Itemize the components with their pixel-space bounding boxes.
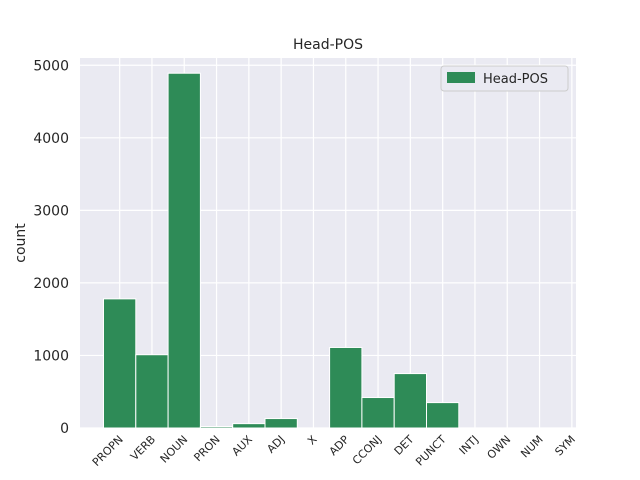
- x-tick-label: AUX: [229, 433, 255, 459]
- bar-cconj: [361, 397, 395, 429]
- bar-verb: [135, 354, 169, 429]
- x-tick-label: NOUN: [158, 433, 191, 466]
- y-tick-label: 2000: [33, 276, 69, 292]
- x-tick-label: PROPN: [90, 433, 126, 469]
- bar-pron: [199, 426, 234, 429]
- x-tick-label: ADP: [327, 433, 352, 458]
- y-tick-label: 5000: [33, 58, 69, 74]
- x-tick-label: DET: [392, 433, 417, 458]
- y-tick-label: 4000: [33, 131, 69, 147]
- bar-aux: [232, 423, 266, 429]
- bars: [103, 72, 460, 429]
- bar-det: [393, 373, 428, 429]
- y-tick-label: 0: [60, 421, 69, 437]
- y-axis-label: count: [13, 223, 29, 263]
- x-tick-label: SYM: [552, 433, 578, 459]
- y-tick-label: 1000: [33, 348, 69, 364]
- y-axis-ticks: 0 1000 2000 3000 4000 5000: [33, 58, 69, 437]
- x-tick-label: ADJ: [264, 433, 287, 456]
- bar-adj: [264, 418, 298, 429]
- bar-noun: [167, 72, 201, 429]
- x-tick-label: PRON: [191, 433, 222, 464]
- bar-propn: [103, 298, 137, 429]
- bar-adp: [329, 346, 363, 429]
- x-tick-label: VERB: [128, 433, 158, 463]
- chart-title: Head-POS: [293, 37, 363, 53]
- bar-punct: [426, 402, 460, 429]
- legend: Head-POS: [440, 65, 569, 92]
- x-tick-label: NUM: [518, 433, 545, 460]
- y-tick-label: 3000: [33, 203, 69, 219]
- x-tick-label: PUNCT: [413, 433, 449, 469]
- legend-label: Head-POS: [483, 72, 548, 87]
- x-tick-label: INTJ: [457, 433, 481, 457]
- x-tick-label: CCONJ: [350, 433, 384, 467]
- legend-swatch: [447, 72, 475, 83]
- x-tick-label: X: [305, 433, 320, 448]
- x-tick-label: OWN: [485, 433, 514, 462]
